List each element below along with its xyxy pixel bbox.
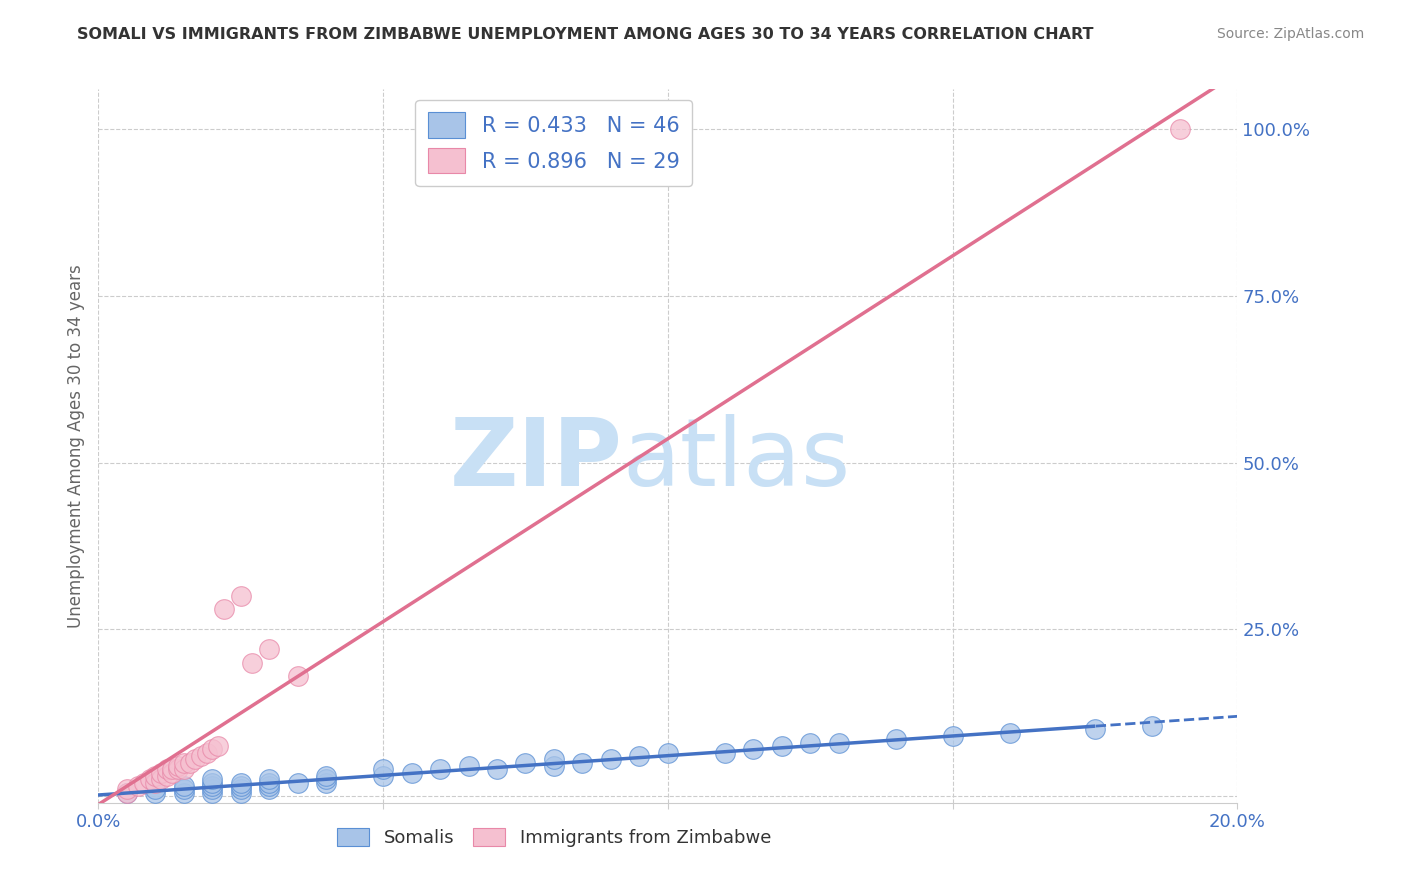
Point [315,769,337,783]
Point [571,756,593,770]
Point [373,763,395,777]
Text: ZIP: ZIP [450,414,623,507]
Text: SOMALI VS IMMIGRANTS FROM ZIMBABWE UNEMPLOYMENT AMONG AGES 30 TO 34 YEARS CORREL: SOMALI VS IMMIGRANTS FROM ZIMBABWE UNEMP… [77,27,1094,42]
Point [1170,122,1192,136]
Point [401,765,423,780]
Point [115,782,138,797]
Point [628,749,651,764]
Point [156,763,179,777]
Point [259,642,281,657]
Point [315,776,337,790]
Point [173,782,195,797]
Point [1084,723,1107,737]
Point [884,732,907,747]
Point [190,749,212,764]
Point [167,759,190,773]
Point [201,776,224,790]
Point [770,739,793,753]
Point [201,772,224,787]
Point [657,746,679,760]
Point [259,779,281,793]
Point [173,756,195,770]
Point [1140,719,1163,733]
Point [132,776,155,790]
Point [167,763,190,777]
Point [600,752,623,766]
Point [207,739,229,753]
Point [184,752,207,766]
Point [373,769,395,783]
Point [212,602,235,616]
Point [429,763,451,777]
Point [287,669,309,683]
Point [229,589,252,603]
Point [162,765,184,780]
Y-axis label: Unemployment Among Ages 30 to 34 years: Unemployment Among Ages 30 to 34 years [66,264,84,628]
Point [201,782,224,797]
Point [145,782,167,797]
Point [799,736,821,750]
Point [229,782,252,797]
Point [543,759,565,773]
Point [259,776,281,790]
Point [998,725,1021,739]
Point [145,776,167,790]
Point [229,776,252,790]
Point [179,756,201,770]
Point [543,752,565,766]
Legend: Somalis, Immigrants from Zimbabwe: Somalis, Immigrants from Zimbabwe [330,821,778,855]
Point [127,779,149,793]
Point [201,786,224,800]
Point [457,759,479,773]
Point [942,729,965,743]
Point [145,786,167,800]
Point [115,786,138,800]
Point [115,786,138,800]
Point [156,769,179,783]
Point [229,779,252,793]
Text: atlas: atlas [623,414,851,507]
Point [287,776,309,790]
Point [138,772,160,787]
Point [195,746,218,760]
Point [828,736,851,750]
Point [201,742,224,756]
Point [173,786,195,800]
Point [162,763,184,777]
Point [240,656,263,670]
Point [742,742,765,756]
Point [201,779,224,793]
Point [150,765,173,780]
Point [515,756,537,770]
Point [150,772,173,787]
Point [486,763,509,777]
Point [145,769,167,783]
Text: Source: ZipAtlas.com: Source: ZipAtlas.com [1216,27,1364,41]
Point [315,772,337,787]
Point [259,782,281,797]
Point [229,786,252,800]
Point [173,779,195,793]
Point [714,746,737,760]
Point [173,763,195,777]
Point [259,772,281,787]
